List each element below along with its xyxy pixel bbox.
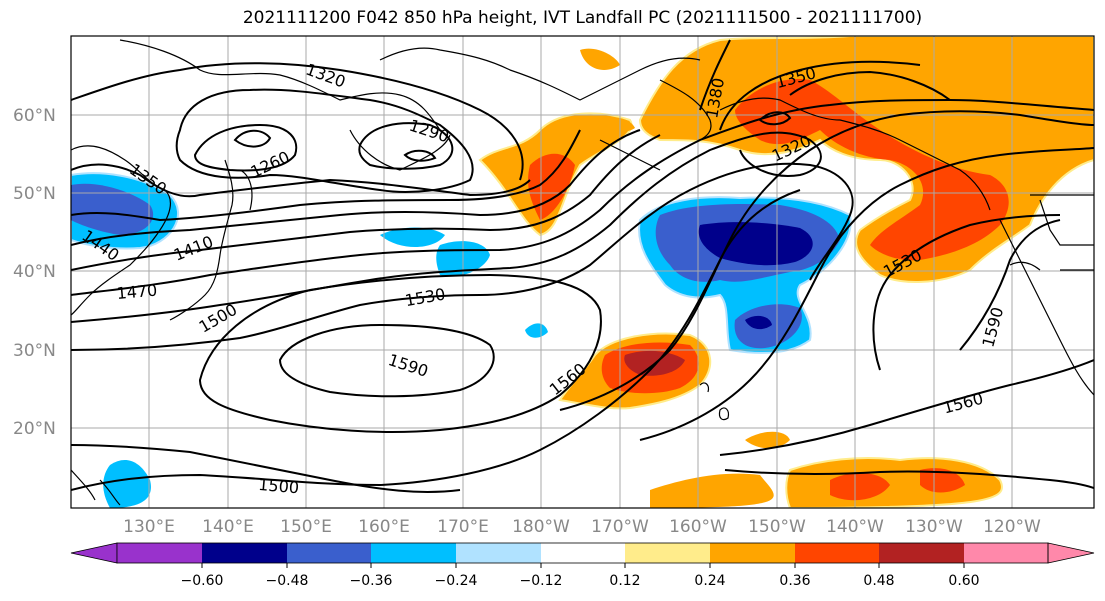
lon-label: 150°W <box>748 517 806 537</box>
colorbar-tick-label: 0.24 <box>694 573 725 589</box>
colorbar: −0.60 −0.48 −0.36 −0.24 −0.12 0.12 0.24 … <box>70 542 1095 589</box>
colorbar-segment <box>964 543 1048 563</box>
colorbar-outline <box>116 542 1049 564</box>
lon-label: 120°W <box>983 517 1041 537</box>
colorbar-tick-label: −0.24 <box>435 573 478 589</box>
lon-label: 140°W <box>826 517 884 537</box>
colorbar-segment <box>287 543 371 563</box>
lon-label: 130°W <box>905 517 963 537</box>
lon-label: 160°E <box>358 517 410 537</box>
map-frame <box>70 35 1095 509</box>
lat-label: 50°N <box>13 184 56 204</box>
lon-label: 180°W <box>512 517 570 537</box>
contour-label: 1470 <box>116 281 158 303</box>
colorbar-tick-label: −0.48 <box>266 573 309 589</box>
colorbar-segment <box>795 543 879 563</box>
ivt-positive-shading <box>478 36 1094 508</box>
lon-label: 140°E <box>202 517 254 537</box>
contour-label: 1500 <box>258 475 300 497</box>
colorbar-tick-label: 0.60 <box>948 573 979 589</box>
height-contours <box>71 39 1094 493</box>
colorbar-segment <box>456 543 541 563</box>
colorbar-segment <box>625 543 710 563</box>
colorbar-segment <box>117 543 202 563</box>
map-layers: 1320 1290 1260 1350 1410 1440 1470 1500 … <box>71 36 1094 508</box>
colorbar-tick-label: −0.60 <box>181 573 224 589</box>
colorbar-segment <box>710 543 795 563</box>
colorbar-segment <box>879 543 964 563</box>
colorbar-segment <box>371 543 456 563</box>
lon-label: 150°E <box>280 517 332 537</box>
ivt-negative-shading <box>71 172 852 508</box>
lat-label: 30°N <box>13 341 56 361</box>
lon-label: 170°W <box>591 517 649 537</box>
colorbar-segment <box>541 543 625 563</box>
colorbar-tick-label: 0.36 <box>779 573 810 589</box>
colorbar-tick-label: 0.12 <box>609 573 640 589</box>
colorbar-ticks <box>201 563 965 568</box>
colorbar-extend-low <box>70 542 118 564</box>
lon-label: 170°E <box>437 517 489 537</box>
lon-label: 130°E <box>123 517 175 537</box>
lat-label: 20°N <box>13 419 56 439</box>
latitude-labels: 60°N 50°N 40°N 30°N 20°N <box>13 106 56 439</box>
colorbar-segment <box>202 543 287 563</box>
longitude-labels: 130°E 140°E 150°E 160°E 170°E 180°W 170°… <box>123 517 1041 537</box>
colorbar-extend-high <box>1047 542 1095 564</box>
lat-label: 40°N <box>13 262 56 282</box>
colorbar-tick-label: −0.12 <box>520 573 563 589</box>
lon-label: 160°W <box>669 517 727 537</box>
lat-label: 60°N <box>13 106 56 126</box>
colorbar-tick-label: −0.36 <box>350 573 393 589</box>
map-title: 2021111200 F042 850 hPa height, IVT Land… <box>242 8 923 28</box>
colorbar-tick-label: 0.48 <box>863 573 894 589</box>
